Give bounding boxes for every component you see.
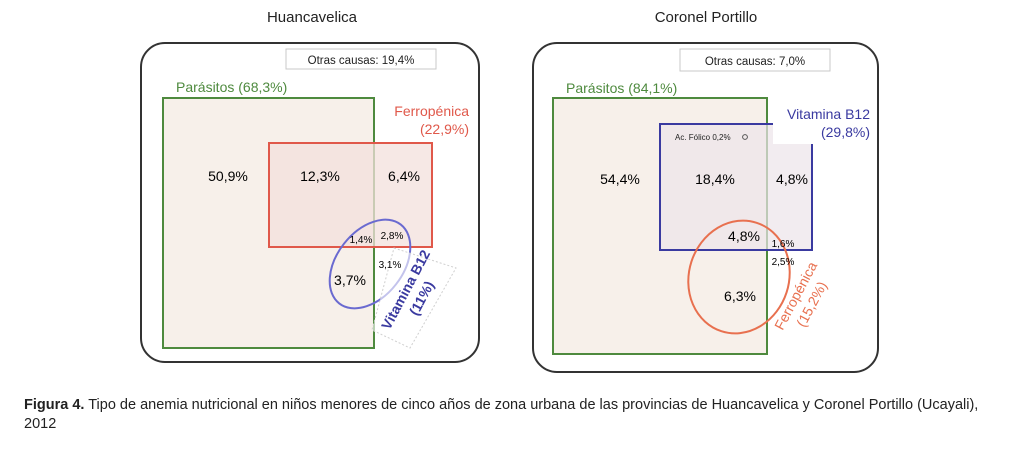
region-vit-ferro-right: 1,6%	[772, 239, 795, 250]
ac-folico-marker	[742, 134, 748, 140]
region-parasitos-ferro-left: 12,3%	[300, 168, 340, 184]
figure-caption: Figura 4. Tipo de anemia nutricional en …	[24, 396, 999, 434]
vitamina-label-box-right	[773, 102, 875, 144]
ac-folico-label-right: Ac. Fólico 0,2%	[675, 133, 731, 142]
region-ferro-only-left: 6,4%	[388, 168, 420, 184]
ferropenica-set-right	[687, 219, 791, 335]
otras-causas-label-left: Otras causas: 19,4%	[308, 55, 415, 67]
region-parasitos-only-right: 54,4%	[600, 171, 640, 187]
region-par-vit-left: 3,7%	[334, 272, 366, 288]
region-par-vit-ferro-right: 4,8%	[728, 228, 760, 244]
region-par-ferro-vit-left: 1,4%	[350, 235, 373, 246]
ferropenica-label-left: Ferropénica	[394, 103, 469, 119]
otras-causas-box-left	[285, 48, 437, 70]
parasitos-label-left: Parásitos (68,3%)	[176, 79, 287, 95]
region-ferro-vit-left: 2,8%	[381, 231, 404, 242]
vitamina-label-right: Vitamina B12	[787, 106, 870, 122]
panel-title-huancavelica: Huancavelica	[266, 9, 358, 26]
vitamina-b12-set-right	[659, 123, 813, 251]
region-ferro-only-right: 2,5%	[772, 257, 795, 268]
panel-title-coronel-portillo: Coronel Portillo	[654, 9, 758, 26]
region-vit-only-right: 4,8%	[776, 171, 808, 187]
region-parasitos-vit-right: 18,4%	[695, 171, 735, 187]
otras-causas-box-right	[679, 48, 831, 72]
region-vit-only-left: 3,1%	[379, 260, 402, 271]
figure-number: Figura 4.	[24, 397, 85, 413]
parasitos-label-right: Parásitos (84,1%)	[566, 80, 677, 96]
otras-causas-label-right: Otras causas: 7,0%	[705, 56, 805, 68]
vitamina-label-box-left	[371, 247, 457, 349]
region-parasitos-only-left: 50,9%	[208, 168, 248, 184]
ferropenica-pct-left: (22,9%)	[420, 121, 469, 137]
region-par-ferro-right: 6,3%	[724, 288, 756, 304]
vitamina-pct-right: (29,8%)	[821, 124, 870, 140]
figure-caption-text: Tipo de anemia nutricional en niños meno…	[24, 397, 979, 432]
